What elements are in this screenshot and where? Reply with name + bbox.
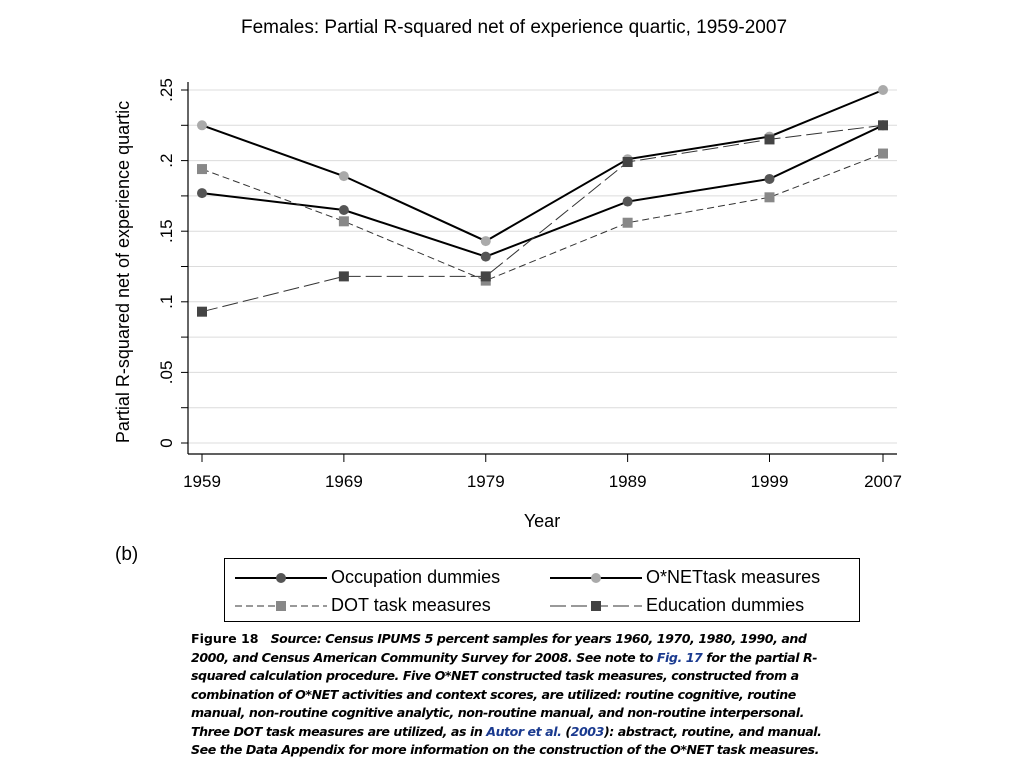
y-axis-label: Partial R-squared net of experience quar…: [113, 101, 133, 443]
grid-lines: [188, 89, 897, 444]
x-axis-label: Year: [524, 511, 560, 531]
data-point-o-net-task-measures: [338, 171, 349, 182]
series-markers: [197, 85, 888, 317]
caption-text: Source: Census IPUMS 5 percent samples f…: [191, 631, 807, 665]
data-point-dot-task-measures: [622, 217, 633, 228]
legend-word: dummies: [427, 567, 501, 587]
caption-figure-label: Figure 18: [191, 631, 259, 646]
data-point-education-dummies: [622, 157, 633, 168]
figure-caption: Figure 18 Source: Census IPUMS 5 percent …: [191, 630, 841, 760]
legend-item-education-dummies: Education dummies: [548, 593, 848, 619]
legend-marker: [276, 573, 286, 583]
caption-text: for the partial R-squared calculation pr…: [191, 649, 818, 739]
legend-word: Education: [646, 595, 727, 615]
legend-item-onet-task-measures: O*NETtask measures: [548, 565, 848, 591]
y-tick-label: .15: [157, 219, 176, 243]
legend-word: dummies: [731, 595, 805, 615]
caption-text: (: [561, 723, 571, 739]
x-tick-label: 1959: [183, 472, 221, 491]
y-tick-label: .1: [157, 295, 176, 309]
data-point-occupation-dummies: [197, 188, 207, 199]
caption-link-autor[interactable]: Autor et al.: [486, 723, 562, 739]
legend-word: DOT: [331, 595, 369, 615]
legend-word: measures: [411, 595, 491, 615]
legend-word: task: [703, 567, 737, 587]
legend-marker: [276, 601, 286, 611]
axis-ticks: 0 .05 .1 .15 .2 .25 1959 1969 1979 1989 1999 2007: [157, 78, 902, 491]
legend-swatch-dot-task-measures: [235, 601, 327, 611]
legend-marker: [591, 601, 601, 611]
legend-word: task: [373, 595, 407, 615]
panel-label: (b): [115, 544, 139, 565]
legend-item-occupation-dummies: Occupation dummies: [233, 565, 533, 591]
data-point-o-net-task-measures: [878, 85, 888, 95]
legend-item-dot-task-measures: DOT task measures: [233, 593, 533, 619]
x-tick-label: 1999: [751, 472, 789, 491]
data-point-o-net-task-measures: [480, 236, 491, 247]
caption-text: ): abstract, routine, and manual. See th…: [191, 723, 822, 758]
legend-label-onet-task-measures: O*NETtask measures: [646, 567, 820, 588]
series-line-o-net-task-measures: [201, 89, 884, 243]
legend-marker: [591, 573, 601, 583]
data-point-occupation-dummies: [480, 251, 491, 262]
data-point-occupation-dummies: [764, 173, 775, 184]
data-point-dot-task-measures: [197, 164, 207, 175]
data-point-education-dummies: [197, 306, 207, 317]
legend-swatch-education-dummies: [550, 601, 642, 611]
data-point-education-dummies: [878, 120, 888, 131]
data-point-occupation-dummies: [338, 205, 349, 216]
legend-label-occupation-dummies: Occupation dummies: [331, 567, 500, 588]
line-chart: Females: Partial R-squared net of experi…: [113, 17, 902, 531]
data-point-education-dummies: [338, 271, 349, 282]
legend-swatch-onet-task-measures: [550, 573, 642, 583]
data-point-dot-task-measures: [764, 192, 775, 203]
legend-word: O*NET: [646, 567, 704, 587]
x-tick-label: 1989: [609, 472, 647, 491]
legend-word: Occupation: [331, 567, 423, 587]
legend-swatch-occupation-dummies: [235, 573, 327, 583]
y-tick-label: .05: [157, 361, 176, 385]
data-point-education-dummies: [764, 134, 775, 145]
series-lines: [201, 89, 884, 313]
y-tick-label: .2: [157, 154, 176, 168]
chart-legend: Occupation dummies O*NETtask measures DO…: [224, 558, 860, 622]
chart-title: Females: Partial R-squared net of experi…: [241, 17, 787, 38]
y-tick-label: .25: [157, 78, 176, 102]
data-point-occupation-dummies: [622, 196, 633, 207]
data-point-education-dummies: [480, 271, 491, 282]
caption-link-2003[interactable]: 2003: [570, 723, 605, 739]
legend-label-education-dummies: Education dummies: [646, 595, 804, 616]
series-line-occupation-dummies: [201, 124, 884, 258]
x-tick-label: 2007: [864, 472, 902, 491]
caption-link-fig17[interactable]: Fig. 17: [656, 649, 703, 665]
series-line-dot-task-measures: [201, 153, 884, 282]
series-line-education-dummies: [201, 124, 884, 313]
legend-word: measures: [741, 567, 821, 587]
data-point-o-net-task-measures: [197, 120, 207, 131]
x-tick-label: 1979: [467, 472, 505, 491]
data-point-dot-task-measures: [878, 148, 888, 159]
y-tick-label: 0: [157, 438, 176, 447]
legend-label-dot-task-measures: DOT task measures: [331, 595, 491, 616]
data-point-dot-task-measures: [338, 216, 349, 227]
x-tick-label: 1969: [325, 472, 363, 491]
